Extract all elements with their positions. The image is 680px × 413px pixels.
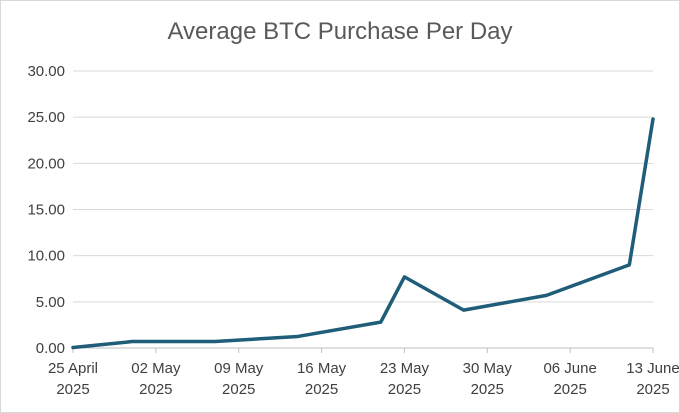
y-tick-label: 0.00: [36, 340, 65, 357]
x-tick-label: 13 June: [626, 360, 679, 377]
x-tick-label-year: 2025: [305, 381, 338, 398]
y-tick-label: 25.00: [27, 109, 65, 126]
x-tick-label-year: 2025: [388, 381, 421, 398]
y-tick-label: 5.00: [36, 294, 65, 311]
x-tick-label-year: 2025: [56, 381, 89, 398]
series-layer: [71, 117, 655, 350]
x-tick-label-year: 2025: [471, 381, 504, 398]
chart-title: Average BTC Purchase Per Day: [167, 18, 512, 45]
x-tick-label: 16 May: [297, 360, 347, 377]
x-tick-label-year: 2025: [636, 381, 669, 398]
series-line: [71, 117, 655, 350]
x-tick-label-year: 2025: [139, 381, 172, 398]
x-tick-label: 02 May: [131, 360, 181, 377]
x-tick-label: 23 May: [380, 360, 430, 377]
x-tick-label-year: 2025: [553, 381, 586, 398]
x-tick-label: 09 May: [214, 360, 264, 377]
y-tick-label: 10.00: [27, 248, 65, 265]
x-axis: 25 April 2025 02 May 2025 09 May 2025 16 May 20…: [48, 347, 679, 398]
y-tick-label: 30.00: [27, 63, 65, 80]
x-tick-label: 30 May: [463, 360, 513, 377]
x-tick-label: 25 April: [48, 360, 98, 377]
y-axis: 0.00 5.00 10.00 15.00 20.00 25.00 30.00: [27, 63, 65, 357]
y-tick-label: 20.00: [27, 155, 65, 172]
gridlines: [73, 70, 653, 303]
x-tick-label: 06 June: [543, 360, 596, 377]
y-tick-label: 15.00: [27, 202, 65, 219]
x-tick-label-year: 2025: [222, 381, 255, 398]
